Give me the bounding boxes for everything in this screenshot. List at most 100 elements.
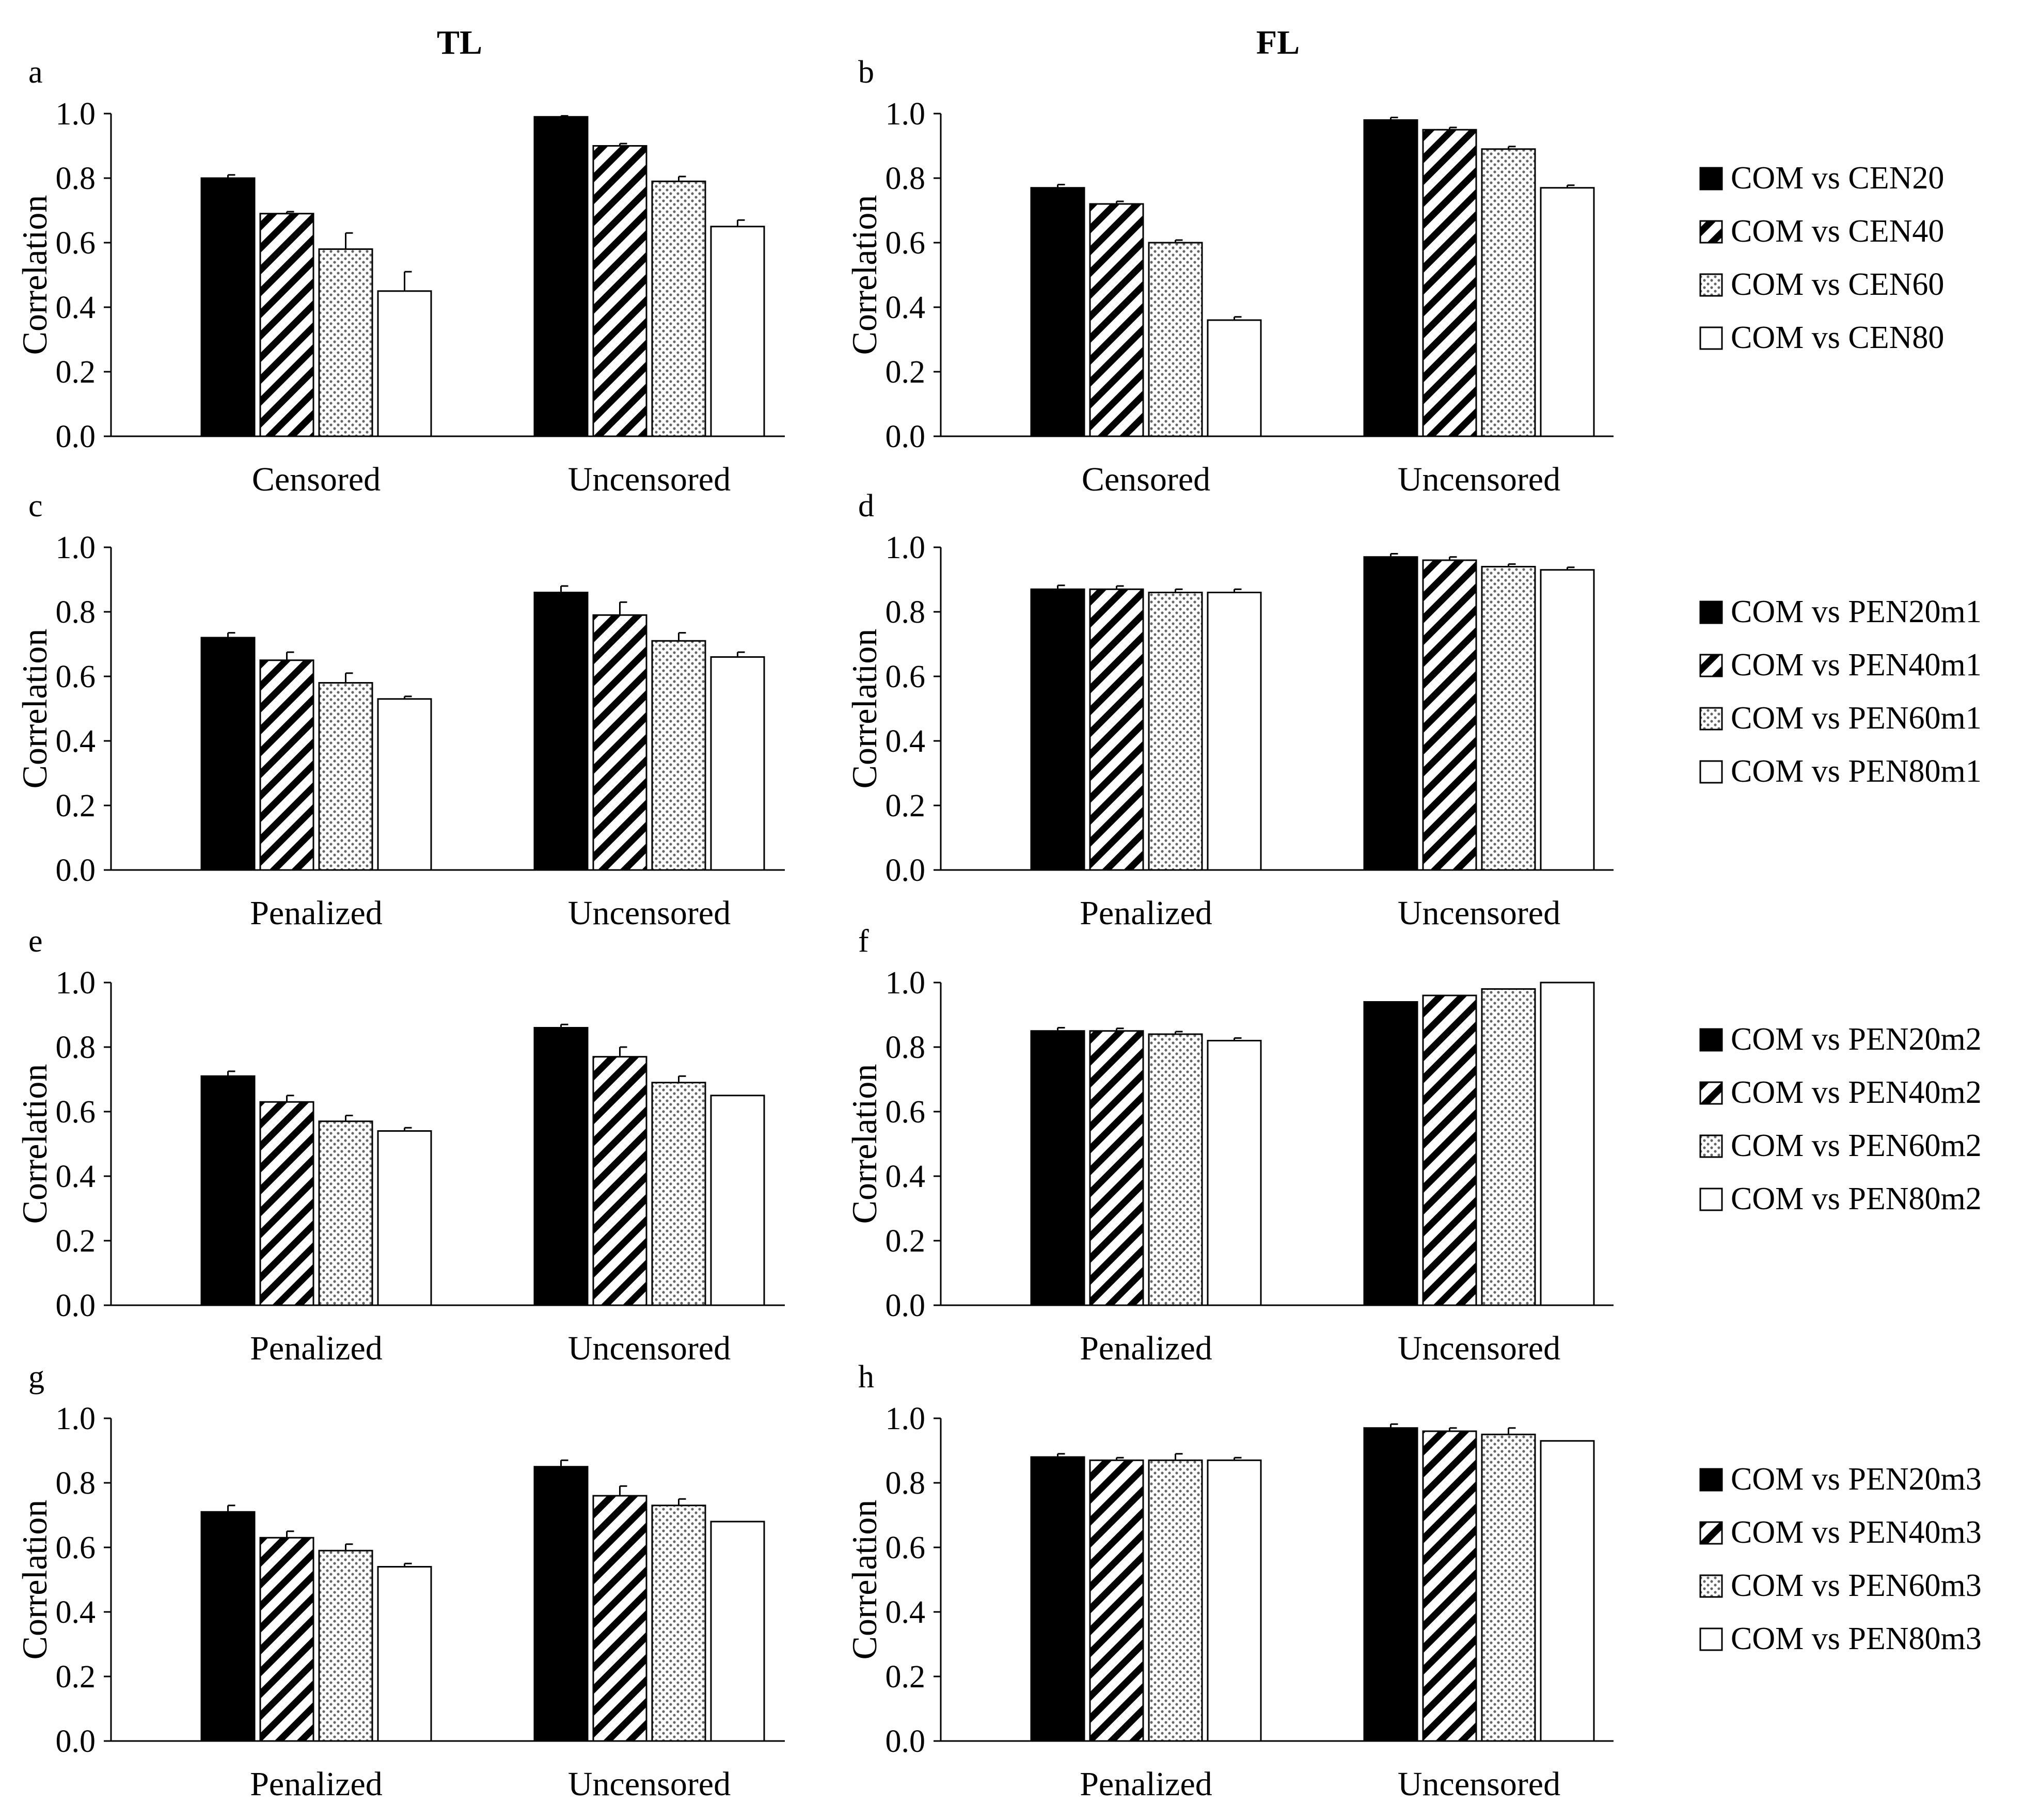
y-tick-label: 0.8 xyxy=(56,1466,96,1501)
y-tick-label: 0.0 xyxy=(56,1288,96,1323)
y-axis-label: Correlation xyxy=(15,1500,54,1660)
panel-letter: c xyxy=(28,488,43,524)
legend-label: COM vs PEN20m1 xyxy=(1731,594,1982,629)
bar-dots-penalized xyxy=(318,682,373,871)
y-tick-label: 0.4 xyxy=(56,724,96,759)
chart-panels: a Correlation 0.0 0.2 0.4 0.6 0.8 1.0 Censored Un… xyxy=(15,55,1614,1803)
bar-black-penalized xyxy=(200,1075,256,1306)
y-tick-label: 0.6 xyxy=(886,1095,926,1130)
y-tick-label: 0.6 xyxy=(886,226,926,261)
legend-group: COM vs CEN20 COM vs CEN40 COM vs CEN60 COM … xyxy=(1699,161,1982,1656)
bar-dots-censored xyxy=(318,248,373,437)
legend-label: COM vs PEN60m3 xyxy=(1731,1568,1982,1603)
bar-dots-penalized xyxy=(1148,1033,1203,1306)
y-tick-label: 0.2 xyxy=(56,355,96,390)
y-tick-label: 0.6 xyxy=(56,1530,96,1565)
white-icon xyxy=(1699,326,1723,350)
bar-white-penalized xyxy=(377,698,432,871)
panel-letter: f xyxy=(858,924,869,959)
legend-label: COM vs PEN60m2 xyxy=(1731,1128,1982,1163)
legend-label: COM vs PEN80m2 xyxy=(1731,1181,1982,1216)
bar-black-penalized xyxy=(1030,1456,1085,1742)
black-icon xyxy=(1699,1468,1723,1492)
black-icon xyxy=(1699,600,1723,624)
category-label: Penalized xyxy=(1080,1765,1212,1803)
y-tick-label: 0.4 xyxy=(56,1159,96,1194)
bar-stripe-uncensored xyxy=(1422,994,1477,1306)
bar-black-censored xyxy=(200,177,256,437)
y-tick-label: 0.4 xyxy=(886,290,926,325)
y-tick-label: 1.0 xyxy=(886,97,926,132)
bar-black-penalized xyxy=(200,637,256,871)
bar-stripe-censored xyxy=(259,213,314,437)
bar-dots-uncensored xyxy=(651,640,706,871)
y-tick-label: 0.2 xyxy=(56,788,96,824)
category-label: Uncensored xyxy=(1398,461,1560,498)
legend-label: COM vs PEN40m1 xyxy=(1731,647,1982,683)
category-label: Uncensored xyxy=(568,461,731,498)
bar-stripe-uncensored xyxy=(592,614,647,871)
bar-stripe-penalized xyxy=(1089,1030,1144,1306)
y-tick-label: 0.0 xyxy=(886,1724,926,1759)
bar-white-censored xyxy=(377,290,432,437)
bar-dots-uncensored xyxy=(651,1505,706,1742)
y-axis-label: Correlation xyxy=(845,629,884,789)
y-tick-label: 0.6 xyxy=(886,1530,926,1565)
y-axis-label: Correlation xyxy=(15,1064,54,1224)
y-axis-label: Correlation xyxy=(15,195,54,355)
bar-white-uncensored xyxy=(1540,187,1595,437)
y-tick-label: 0.0 xyxy=(56,853,96,888)
panel-a: a Correlation 0.0 0.2 0.4 0.6 0.8 1.0 Censored Un… xyxy=(15,55,785,498)
y-tick-label: 0.2 xyxy=(886,1224,926,1259)
y-tick-label: 0.4 xyxy=(886,724,926,759)
y-tick-label: 0.2 xyxy=(886,788,926,824)
diagonal-stripe-icon xyxy=(1699,1081,1723,1105)
y-axis-label: Correlation xyxy=(845,1064,884,1224)
y-tick-label: 1.0 xyxy=(56,530,96,565)
bar-black-penalized xyxy=(1030,588,1085,871)
panel-b: b Correlation 0.0 0.2 0.4 0.6 0.8 1.0 Censored Un… xyxy=(845,55,1614,498)
category-label: Uncensored xyxy=(568,1765,731,1803)
category-label: Penalized xyxy=(250,1330,383,1367)
bar-dots-uncensored xyxy=(651,1082,706,1306)
y-tick-label: 0.8 xyxy=(886,595,926,630)
panel-letter: b xyxy=(858,55,874,90)
column-title-fl: FL xyxy=(1256,24,1300,61)
y-tick-label: 0.8 xyxy=(56,595,96,630)
y-tick-label: 0.0 xyxy=(56,1724,96,1759)
bar-dots-uncensored xyxy=(1481,566,1536,871)
bar-black-uncensored xyxy=(1363,1427,1418,1742)
y-tick-label: 1.0 xyxy=(56,97,96,132)
y-tick-label: 0.8 xyxy=(886,1030,926,1065)
panel-g: g Correlation 0.0 0.2 0.4 0.6 0.8 1.0 Penalized U… xyxy=(15,1359,785,1803)
bar-white-uncensored xyxy=(710,1521,765,1742)
column-title-tl: TL xyxy=(437,24,482,61)
dotted-icon xyxy=(1699,1134,1723,1158)
y-tick-label: 0.0 xyxy=(886,419,926,454)
bar-black-uncensored xyxy=(533,1466,589,1742)
bar-black-uncensored xyxy=(1363,1001,1418,1306)
panel-f: f Correlation 0.0 0.2 0.4 0.6 0.8 1.0 Penalized U… xyxy=(845,924,1614,1367)
bar-white-uncensored xyxy=(710,1095,765,1306)
bar-stripe-uncensored xyxy=(592,145,647,437)
y-tick-label: 0.0 xyxy=(886,853,926,888)
y-tick-label: 1.0 xyxy=(886,1401,926,1436)
bar-dots-uncensored xyxy=(651,180,706,437)
legend-label: COM vs PEN20m2 xyxy=(1731,1022,1982,1057)
bar-stripe-penalized xyxy=(259,1101,314,1306)
bar-stripe-uncensored xyxy=(592,1495,647,1742)
legend-4: COM vs PEN20m3 COM vs PEN40m3 COM vs PEN60… xyxy=(1699,1462,1982,1656)
bar-white-uncensored xyxy=(710,226,765,437)
legend-label: COM vs CEN20 xyxy=(1731,161,1944,196)
panel-c: c Correlation 0.0 0.2 0.4 0.6 0.8 1.0 Penalized U… xyxy=(15,488,785,932)
bar-white-penalized xyxy=(1207,1459,1262,1742)
black-icon xyxy=(1699,1028,1723,1052)
y-tick-label: 0.4 xyxy=(56,1595,96,1630)
diagonal-stripe-icon xyxy=(1699,1521,1723,1545)
diagonal-stripe-icon xyxy=(1699,220,1723,244)
bar-dots-penalized xyxy=(1148,592,1203,871)
white-icon xyxy=(1699,1627,1723,1651)
category-label: Uncensored xyxy=(1398,1330,1560,1367)
bar-white-censored xyxy=(1207,319,1262,437)
